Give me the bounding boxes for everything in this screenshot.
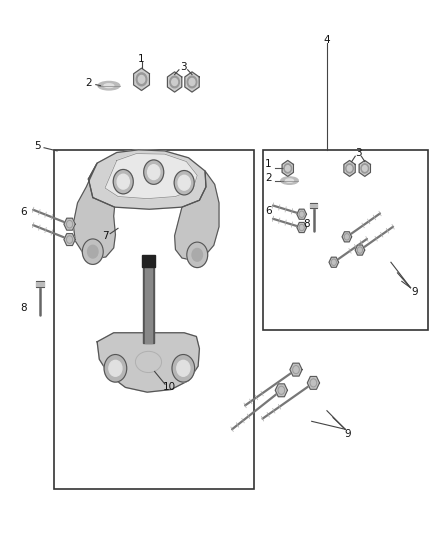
Polygon shape — [97, 333, 199, 392]
Circle shape — [113, 169, 133, 194]
Text: 9: 9 — [412, 287, 418, 297]
Text: 6: 6 — [21, 207, 27, 217]
Bar — [143, 256, 154, 343]
Circle shape — [177, 360, 190, 376]
Text: 2: 2 — [265, 173, 272, 183]
Polygon shape — [297, 222, 307, 232]
Circle shape — [178, 175, 190, 190]
Text: 6: 6 — [265, 206, 272, 216]
Polygon shape — [175, 171, 219, 260]
Circle shape — [117, 174, 129, 189]
Bar — [145, 256, 152, 343]
Text: 1: 1 — [138, 54, 145, 63]
Text: 3: 3 — [355, 148, 362, 158]
Circle shape — [174, 171, 194, 195]
Circle shape — [361, 164, 369, 173]
Polygon shape — [290, 363, 302, 376]
Text: 1: 1 — [265, 159, 272, 169]
Circle shape — [347, 166, 352, 171]
Bar — [53, 150, 254, 489]
Text: 8: 8 — [21, 303, 27, 313]
Circle shape — [104, 354, 127, 382]
Circle shape — [346, 164, 353, 173]
Text: 8: 8 — [304, 219, 310, 229]
Text: 7: 7 — [102, 231, 108, 241]
Polygon shape — [88, 150, 206, 209]
Text: 5: 5 — [34, 141, 40, 151]
Circle shape — [82, 239, 103, 264]
Circle shape — [286, 166, 290, 171]
Bar — [262, 150, 428, 330]
Polygon shape — [105, 154, 197, 199]
Circle shape — [148, 165, 160, 180]
Polygon shape — [185, 72, 199, 92]
Polygon shape — [329, 257, 339, 268]
Circle shape — [284, 164, 292, 173]
Text: 3: 3 — [180, 62, 187, 72]
Polygon shape — [344, 160, 355, 176]
Text: 10: 10 — [162, 382, 176, 392]
Circle shape — [187, 242, 208, 268]
Ellipse shape — [281, 177, 298, 184]
Polygon shape — [275, 384, 287, 397]
Ellipse shape — [286, 179, 293, 182]
Circle shape — [144, 160, 164, 184]
Ellipse shape — [104, 84, 114, 87]
Polygon shape — [134, 68, 149, 91]
Ellipse shape — [98, 82, 120, 90]
Bar — [311, 203, 318, 208]
Circle shape — [138, 76, 145, 83]
Circle shape — [363, 166, 367, 171]
Circle shape — [172, 78, 177, 85]
Polygon shape — [73, 163, 116, 259]
Circle shape — [192, 248, 202, 261]
Text: 9: 9 — [344, 429, 351, 439]
Circle shape — [170, 76, 180, 88]
Polygon shape — [297, 209, 307, 219]
Circle shape — [109, 360, 122, 376]
Polygon shape — [282, 160, 293, 176]
Circle shape — [189, 78, 195, 85]
Text: 2: 2 — [85, 78, 92, 88]
Text: 4: 4 — [324, 35, 330, 45]
Polygon shape — [342, 232, 352, 242]
Polygon shape — [355, 245, 365, 255]
Polygon shape — [307, 376, 319, 389]
Circle shape — [187, 76, 197, 88]
Polygon shape — [359, 160, 371, 176]
Bar — [35, 280, 44, 287]
Polygon shape — [64, 233, 75, 246]
Bar — [142, 255, 155, 266]
Circle shape — [172, 354, 194, 382]
Polygon shape — [167, 72, 182, 92]
Circle shape — [88, 245, 98, 258]
Polygon shape — [64, 218, 75, 230]
Circle shape — [136, 73, 147, 86]
